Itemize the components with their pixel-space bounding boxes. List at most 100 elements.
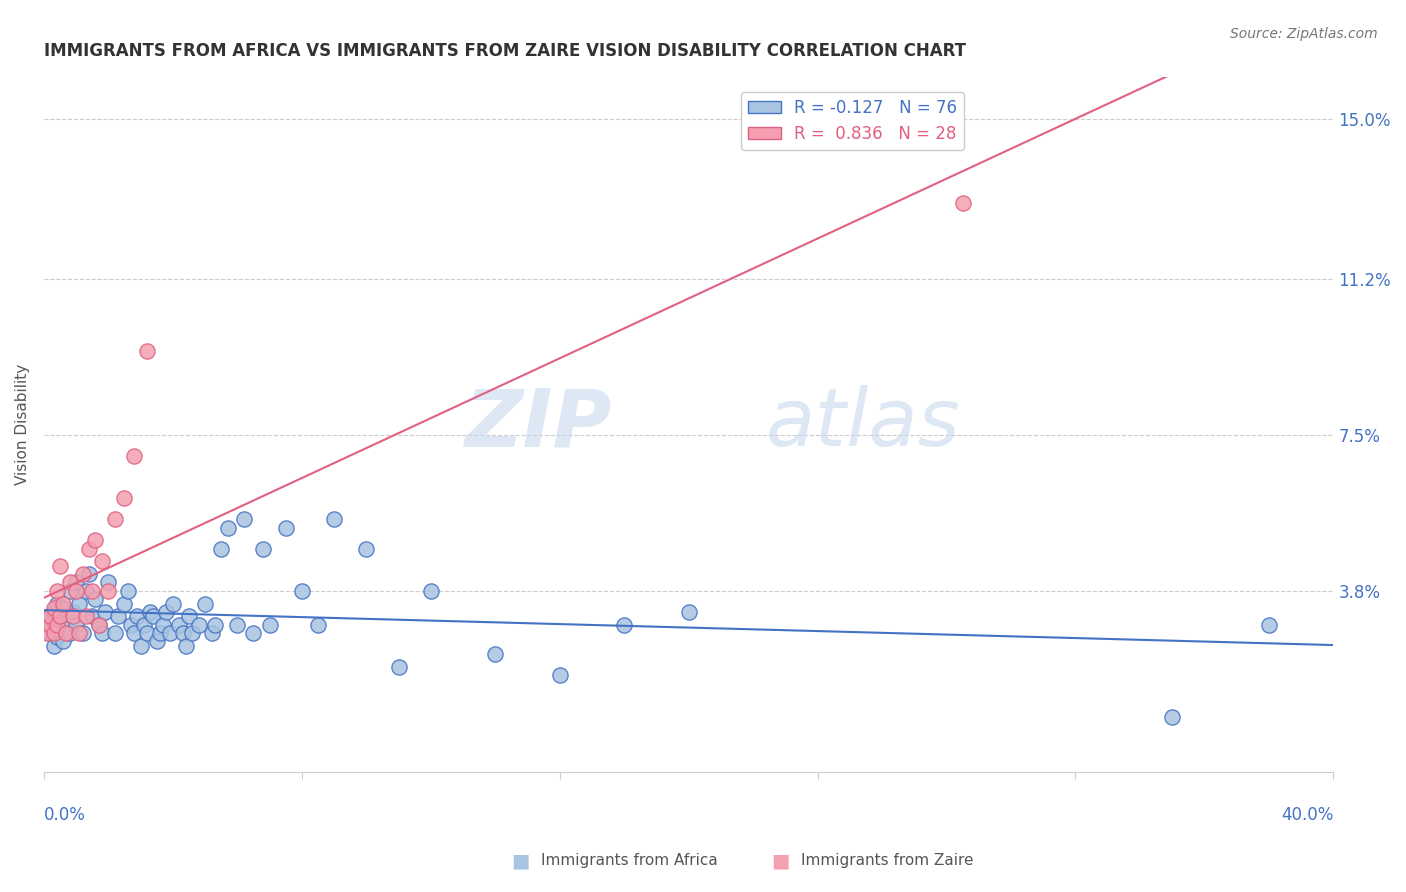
Point: [419, 583, 441, 598]
Point: [59, 626, 82, 640]
Point: [152, 617, 174, 632]
Text: 0.0%: 0.0%: [44, 805, 86, 824]
Point: [387, 660, 409, 674]
Point: [120, 617, 142, 632]
Point: [62, 609, 84, 624]
Point: [548, 668, 571, 682]
Point: [127, 609, 149, 624]
Point: [169, 617, 191, 632]
Point: [59, 583, 82, 598]
Text: Immigrants from Africa: Immigrants from Africa: [541, 854, 718, 868]
Point: [97, 583, 120, 598]
Point: [136, 343, 159, 358]
Point: [49, 609, 72, 624]
Point: [1161, 710, 1184, 724]
Point: [226, 617, 249, 632]
Point: [194, 597, 217, 611]
Point: [37, 626, 59, 640]
Point: [77, 567, 100, 582]
Point: [149, 626, 172, 640]
Point: [59, 575, 82, 590]
Point: [484, 647, 506, 661]
Point: [39, 609, 62, 624]
Point: [232, 512, 254, 526]
Point: [291, 583, 314, 598]
Point: [82, 609, 104, 624]
Point: [274, 521, 297, 535]
Point: [174, 639, 197, 653]
Point: [104, 626, 127, 640]
Point: [114, 491, 136, 505]
Point: [77, 541, 100, 556]
Point: [52, 634, 75, 648]
Point: [39, 617, 62, 632]
Text: ■: ■: [770, 851, 790, 871]
Legend: R = -0.127   N = 76, R =  0.836   N = 28: R = -0.127 N = 76, R = 0.836 N = 28: [741, 92, 965, 150]
Point: [259, 617, 281, 632]
Point: [52, 597, 75, 611]
Point: [37, 617, 59, 632]
Text: Source: ZipAtlas.com: Source: ZipAtlas.com: [1230, 27, 1378, 41]
Point: [84, 592, 107, 607]
Point: [159, 626, 181, 640]
Point: [129, 639, 152, 653]
Point: [90, 554, 112, 568]
Point: [45, 617, 67, 632]
Point: [49, 558, 72, 573]
Point: [172, 626, 194, 640]
Point: [55, 622, 77, 636]
Point: [155, 605, 177, 619]
Point: [1257, 617, 1279, 632]
Text: ■: ■: [510, 851, 530, 871]
Point: [42, 617, 65, 632]
Point: [94, 605, 117, 619]
Point: [613, 617, 636, 632]
Point: [75, 583, 97, 598]
Y-axis label: Vision Disability: Vision Disability: [15, 364, 30, 485]
Point: [162, 597, 184, 611]
Point: [117, 583, 139, 598]
Point: [952, 196, 974, 211]
Point: [84, 533, 107, 548]
Point: [45, 630, 67, 644]
Point: [204, 617, 226, 632]
Point: [209, 541, 232, 556]
Point: [678, 605, 700, 619]
Point: [200, 626, 222, 640]
Point: [45, 597, 67, 611]
Point: [177, 609, 200, 624]
Point: [45, 614, 67, 628]
Point: [252, 541, 274, 556]
Text: ZIP: ZIP: [464, 385, 612, 463]
Text: 40.0%: 40.0%: [1281, 805, 1333, 824]
Point: [65, 583, 87, 598]
Point: [142, 609, 165, 624]
Point: [242, 626, 264, 640]
Point: [181, 626, 204, 640]
Point: [65, 617, 87, 632]
Point: [42, 626, 65, 640]
Point: [97, 575, 120, 590]
Text: Immigrants from Zaire: Immigrants from Zaire: [801, 854, 974, 868]
Text: IMMIGRANTS FROM AFRICA VS IMMIGRANTS FROM ZAIRE VISION DISABILITY CORRELATION CH: IMMIGRANTS FROM AFRICA VS IMMIGRANTS FRO…: [44, 42, 966, 60]
Point: [42, 600, 65, 615]
Point: [145, 634, 167, 648]
Point: [107, 609, 129, 624]
Point: [82, 583, 104, 598]
Point: [45, 583, 67, 598]
Point: [356, 541, 378, 556]
Point: [87, 617, 110, 632]
Point: [65, 575, 87, 590]
Point: [75, 609, 97, 624]
Point: [39, 626, 62, 640]
Point: [104, 512, 127, 526]
Point: [67, 597, 90, 611]
Point: [122, 449, 145, 463]
Point: [42, 639, 65, 653]
Point: [90, 626, 112, 640]
Point: [52, 600, 75, 615]
Point: [187, 617, 209, 632]
Point: [217, 521, 239, 535]
Point: [139, 605, 162, 619]
Point: [67, 626, 90, 640]
